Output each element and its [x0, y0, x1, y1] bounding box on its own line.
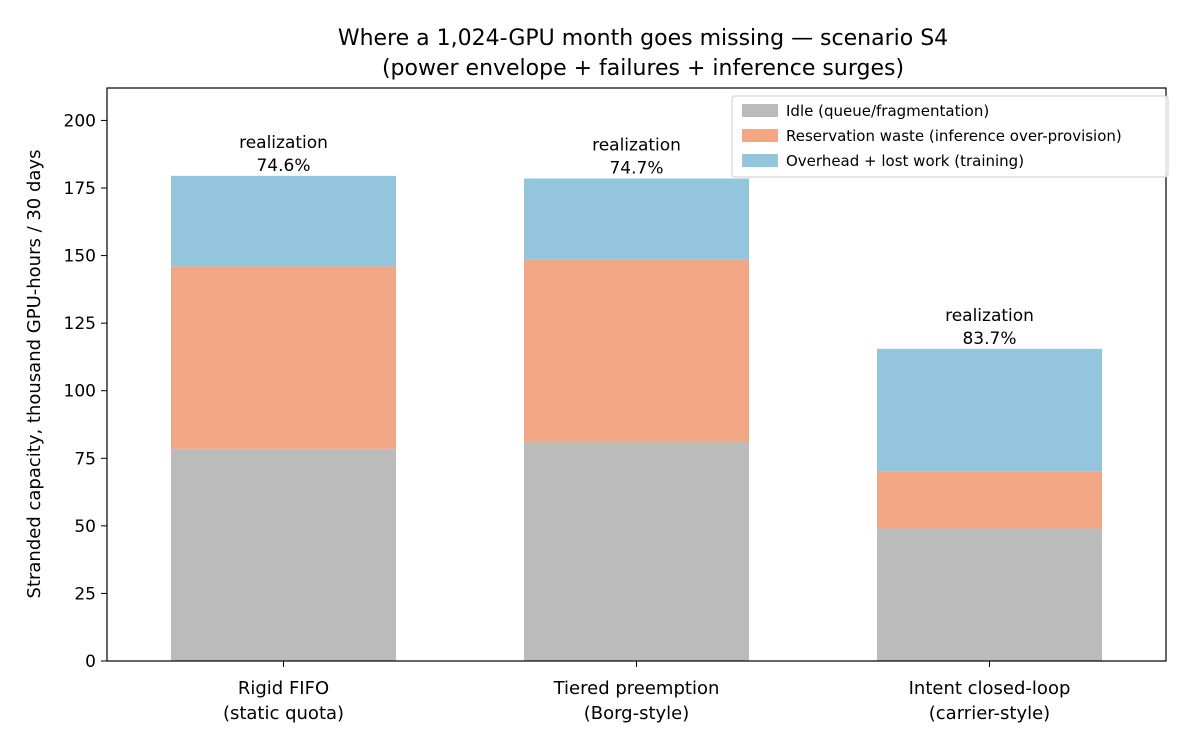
legend-label: Idle (queue/fragmentation): [786, 102, 989, 120]
y-tick-label: 175: [64, 179, 96, 199]
bar-segment: [877, 528, 1102, 661]
bar-segment: [524, 259, 749, 443]
legend-label: Reservation waste (inference over-provis…: [786, 127, 1122, 145]
legend-swatch: [742, 104, 778, 117]
y-tick-label: 200: [64, 111, 96, 131]
plot-area: realization 74.6% realization 74.7% realizat…: [171, 133, 1102, 661]
chart-title: Where a 1,024-GPU month goes missing — s…: [338, 26, 948, 51]
bar-segment: [171, 448, 396, 661]
y-tick-label: 125: [64, 314, 96, 334]
legend-label: Overhead + lost work (training): [786, 152, 1024, 170]
y-tick-label: 25: [74, 584, 96, 604]
bar-segment: [171, 175, 396, 267]
y-tick-label: 150: [64, 247, 96, 267]
x-tick-label: Intent closed-loop: [909, 678, 1071, 699]
legend: Idle (queue/fragmentation) Reservation wa…: [731, 95, 1169, 178]
legend-swatch: [742, 129, 778, 142]
x-tick-label: (Borg-style): [584, 703, 690, 724]
y-tick-label: 75: [74, 449, 96, 469]
y-tick-label: 0: [85, 652, 96, 672]
bar-segment: [877, 348, 1102, 472]
x-tick-label: (static quota): [223, 703, 344, 724]
realization-value: 74.6%: [256, 156, 310, 176]
legend-box: [731, 95, 1169, 178]
bar-segment: [524, 178, 749, 260]
realization-label: realization: [592, 136, 681, 156]
realization-label: realization: [239, 133, 328, 153]
legend-swatch: [742, 154, 778, 167]
x-tick-label: Rigid FIFO: [238, 678, 329, 699]
x-tick-label: (carrier-style): [929, 703, 1050, 724]
realization-label: realization: [945, 306, 1034, 326]
chart-subtitle: (power envelope + failures + inference s…: [382, 56, 904, 81]
bar-segment: [524, 442, 749, 661]
realization-value: 83.7%: [962, 329, 1016, 349]
y-tick-label: 50: [74, 517, 96, 537]
y-tick-label: 100: [64, 382, 96, 402]
bar-segment: [171, 266, 396, 449]
bar-segment: [877, 471, 1102, 529]
realization-value: 74.7%: [609, 159, 663, 179]
axis-ticks: 0 25 50 75 100 125 150 175 200 Rigid FIFO (static …: [64, 87, 1167, 724]
y-axis-label: Stranded capacity, thousand GPU-hours / …: [24, 150, 45, 599]
x-tick-label: Tiered preemption: [553, 678, 720, 699]
